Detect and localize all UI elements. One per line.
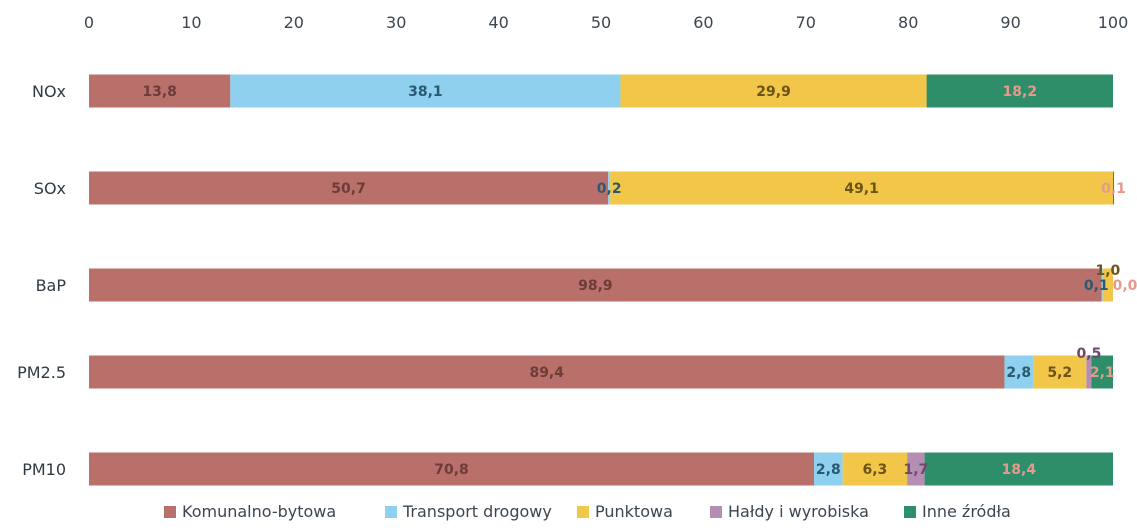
legend-label: Inne źródła xyxy=(922,502,1011,521)
x-axis-ticks: 0 10 20 30 40 50 60 70 80 90 100 xyxy=(84,13,1128,32)
data-label: 2,8 xyxy=(816,462,841,478)
data-label: 0,2 xyxy=(597,181,622,197)
category-label: BaP xyxy=(36,276,67,295)
category-label: PM10 xyxy=(22,460,66,479)
bar-segment xyxy=(89,355,1005,389)
data-label: 18,2 xyxy=(1003,84,1038,100)
bar-segment xyxy=(907,452,925,486)
x-tick-label: 100 xyxy=(1098,13,1129,32)
category-label: PM2.5 xyxy=(17,363,66,382)
data-label: 98,9 xyxy=(578,278,613,294)
bar-segment xyxy=(813,452,843,486)
x-tick-label: 50 xyxy=(591,13,611,32)
x-tick-label: 70 xyxy=(796,13,816,32)
bar-segment xyxy=(230,74,621,108)
data-label: 50,7 xyxy=(331,181,366,197)
bar-segment xyxy=(608,171,611,205)
data-label: 38,1 xyxy=(408,84,443,100)
x-tick-label: 30 xyxy=(386,13,406,32)
x-tick-label: 10 xyxy=(181,13,201,32)
bar-row-nox: NOx 13,8 38,1 29,9 18,2 xyxy=(32,74,1113,108)
bar-rows: NOx 13,8 38,1 29,9 18,2 SOx 50,7 49,1 0,2 0,1 BaP 9… xyxy=(17,74,1137,486)
bar-segment xyxy=(620,74,927,108)
legend-swatch xyxy=(385,506,397,518)
legend-swatch xyxy=(164,506,176,518)
data-label: 13,8 xyxy=(142,84,177,100)
legend-label: Transport drogowy xyxy=(402,502,552,521)
legend-item: Inne źródła xyxy=(904,502,1011,521)
legend-label: Hałdy i wyrobiska xyxy=(728,502,869,521)
data-label: 70,8 xyxy=(434,462,469,478)
legend-label: Punktowa xyxy=(595,502,673,521)
bar-row-sox: SOx 50,7 49,1 0,2 0,1 xyxy=(34,171,1126,205)
legend-swatch xyxy=(710,506,722,518)
bar-segment xyxy=(842,452,908,486)
data-label: 0,1 xyxy=(1084,278,1109,294)
legend-swatch xyxy=(904,506,916,518)
bar-segment xyxy=(1086,355,1092,389)
legend-item: Punktowa xyxy=(577,502,673,521)
bar-segment xyxy=(1091,355,1113,389)
x-tick-label: 90 xyxy=(1000,13,1020,32)
bar-segment xyxy=(1102,268,1113,302)
bar-segment xyxy=(89,74,231,108)
legend-item: Transport drogowy xyxy=(385,502,552,521)
bar-segment xyxy=(1004,355,1034,389)
x-tick-label: 40 xyxy=(488,13,508,32)
bar-segment xyxy=(89,268,1102,302)
bar-row-pm25: PM2.5 89,4 2,8 5,2 0,5 2,1 xyxy=(17,346,1115,389)
bar-segment xyxy=(89,171,609,205)
legend-swatch xyxy=(577,506,589,518)
data-label: 5,2 xyxy=(1047,365,1072,381)
x-tick-label: 80 xyxy=(898,13,918,32)
x-tick-label: 20 xyxy=(284,13,304,32)
bar-segment xyxy=(89,452,814,486)
legend-item: Hałdy i wyrobiska xyxy=(710,502,869,521)
chart-legend: Komunalno-bytowa Transport drogowy Punktow… xyxy=(164,502,1011,521)
data-label: 29,9 xyxy=(756,84,791,100)
bar-segment xyxy=(926,74,1113,108)
data-label: 2,8 xyxy=(1006,365,1031,381)
bar-segment xyxy=(1113,171,1115,205)
data-label: 2,1 xyxy=(1090,365,1115,381)
data-label: 1,0 xyxy=(1095,263,1120,279)
legend-item: Komunalno-bytowa xyxy=(164,502,336,521)
category-label: NOx xyxy=(32,82,66,101)
bar-row-bap: BaP 98,9 0,11,00,0 xyxy=(36,263,1137,302)
data-label: 49,1 xyxy=(844,181,879,197)
data-label: 18,4 xyxy=(1002,462,1037,478)
data-label: 89,4 xyxy=(529,365,564,381)
data-label: 0,1 xyxy=(1101,181,1126,197)
bar-row-pm10: PM10 70,8 2,8 6,3 18,4 1,7 xyxy=(22,452,1113,486)
data-label: 0,0 xyxy=(1113,278,1137,294)
x-tick-label: 60 xyxy=(693,13,713,32)
bar-segment xyxy=(924,452,1113,486)
bar-segment xyxy=(610,171,1113,205)
category-label: SOx xyxy=(34,179,66,198)
legend-label: Komunalno-bytowa xyxy=(182,502,336,521)
data-label: 6,3 xyxy=(863,462,888,478)
data-label: 1,7 xyxy=(903,462,928,478)
x-tick-label: 0 xyxy=(84,13,94,32)
data-label: 0,5 xyxy=(1077,346,1102,362)
bar-segment xyxy=(1033,355,1087,389)
bar-segment xyxy=(1101,268,1103,302)
